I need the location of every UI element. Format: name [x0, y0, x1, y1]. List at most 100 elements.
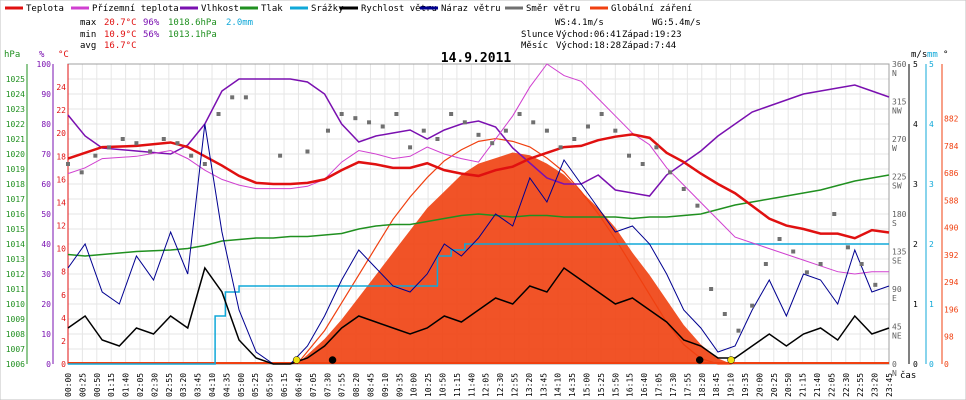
wind-direction-point	[873, 282, 878, 287]
x-tick-label: 01:15	[107, 373, 116, 397]
tick-label-direction-name: E	[892, 294, 897, 303]
unit-pct: %	[39, 50, 45, 60]
x-tick-label: 05:50	[266, 373, 275, 397]
x-tick-label: 23:45	[885, 373, 894, 397]
x-tick-label: 07:55	[338, 373, 347, 397]
tick-label-pressure: 1018	[6, 180, 25, 189]
x-tick-label: 07:30	[323, 373, 332, 397]
wind-direction-point	[148, 149, 153, 154]
x-tick-label: 22:05	[827, 373, 836, 397]
info-block: WS:4.1m/s WG:5.4m/s Slunce Východ:06:41 …	[521, 18, 701, 51]
tick-label-direction-name: NE	[892, 332, 902, 341]
tick-label-temperature: 8	[61, 268, 66, 277]
tick-label-pressure: 1011	[6, 285, 25, 294]
wind-direction-point	[134, 141, 139, 146]
wind-direction-point	[435, 137, 440, 141]
x-tick-label: 05:25	[251, 373, 260, 397]
wind-direction-point	[845, 245, 850, 250]
wind-direction-point	[107, 145, 112, 150]
stat-max-hum: 96%	[143, 18, 160, 28]
wind-direction-point	[531, 120, 536, 125]
x-tick-label: 12:30	[496, 373, 505, 397]
series-globalni-zareni-envelope	[296, 137, 732, 365]
legend-label: Teplota	[26, 4, 64, 14]
wind-direction-point	[627, 153, 632, 158]
wind-direction-point	[763, 262, 768, 266]
x-tick-label: 12:05	[482, 373, 491, 397]
tick-label-pressure: 1021	[6, 135, 25, 144]
wind-direction-point	[325, 128, 330, 133]
x-tick-label: 20:25	[770, 373, 779, 397]
tick-label-direction: 135	[892, 248, 907, 257]
stat-min-press: 1013.1hPa	[168, 30, 217, 40]
wind-direction-point	[394, 112, 399, 116]
wind-direction-point	[79, 170, 84, 175]
tick-label-radiation: 392	[944, 251, 959, 260]
tick-label-radiation: 98	[944, 333, 954, 342]
tick-label-direction: 225	[892, 173, 907, 182]
wind-direction-point	[462, 120, 467, 125]
wind-direction-point	[832, 212, 837, 216]
x-tick-label: 02:55	[165, 373, 174, 397]
wind-direction-point	[339, 112, 344, 116]
wind-direction-point	[640, 162, 645, 166]
tick-label-pressure: 1007	[6, 345, 25, 354]
tick-label-temperature: 14	[56, 198, 66, 207]
tick-label-direction: 360	[892, 60, 907, 69]
wind-direction-point	[668, 170, 673, 175]
wind-direction-point	[408, 145, 413, 150]
tick-label-direction-name: NW	[892, 107, 902, 116]
wind-direction-point	[305, 149, 310, 154]
wind-direction-point	[709, 287, 714, 291]
x-tick-label: 15:00	[583, 373, 592, 397]
tick-label-pressure: 1014	[6, 240, 25, 249]
x-tick-label: 02:30	[150, 373, 159, 397]
tick-label-humidity: 50	[41, 210, 51, 219]
wind-direction-point	[613, 128, 618, 133]
tick-label-pressure: 1009	[6, 315, 25, 324]
tick-label-rain: 0	[929, 360, 934, 369]
x-tick-label: 17:05	[655, 373, 664, 397]
wind-direction-point	[818, 262, 823, 266]
x-tick-label: 17:30	[669, 373, 678, 397]
tick-label-radiation: 196	[944, 305, 959, 314]
series-srazky	[68, 243, 889, 365]
tick-label-temperature: 18	[56, 152, 66, 161]
wind-direction-point	[120, 137, 125, 141]
tick-label-direction-name: SE	[892, 257, 902, 266]
tick-label-temperature: 16	[56, 175, 66, 184]
tick-label-rain: 4	[929, 120, 934, 129]
tick-label-direction-name: SW	[892, 182, 902, 191]
wind-direction-point	[380, 124, 385, 129]
tick-label-radiation: 588	[944, 196, 959, 205]
stat-avg-label: avg	[80, 41, 96, 51]
x-tick-label: 12:55	[511, 373, 520, 397]
tick-label-radiation: 294	[944, 278, 959, 287]
marker-moonset	[328, 356, 337, 364]
series-globalni-zareni	[297, 152, 732, 364]
tick-label-pressure: 1015	[6, 225, 25, 234]
tick-label-rain: 1	[929, 300, 934, 309]
x-tick-label: 14:35	[568, 373, 577, 397]
tick-label-temperature: 24	[56, 83, 66, 92]
wind-direction-point	[278, 153, 283, 158]
tick-label-wind: 5	[913, 60, 918, 69]
tick-label-humidity: 0	[46, 360, 51, 369]
legend-label: Přízemní teplota	[92, 4, 179, 14]
series-line	[67, 123, 890, 365]
tick-label-pressure: 1012	[6, 270, 25, 279]
tick-label-humidity: 30	[41, 270, 51, 279]
x-tick-label: 18:20	[698, 373, 707, 397]
info-sun-label: Slunce	[521, 30, 554, 40]
wind-direction-point	[791, 249, 796, 254]
x-tick-label: 07:05	[309, 373, 318, 397]
tick-label-humidity: 70	[41, 150, 51, 159]
tick-label-direction: 270	[892, 135, 907, 144]
tick-label-temperature: 6	[61, 291, 66, 300]
wind-direction-point	[544, 128, 549, 133]
stat-min-hum: 56%	[143, 30, 160, 40]
tick-label-direction: 0	[892, 360, 897, 369]
x-tick-label: 15:50	[611, 373, 620, 397]
plot-area	[66, 63, 890, 365]
tick-label-direction: 45	[892, 323, 902, 332]
